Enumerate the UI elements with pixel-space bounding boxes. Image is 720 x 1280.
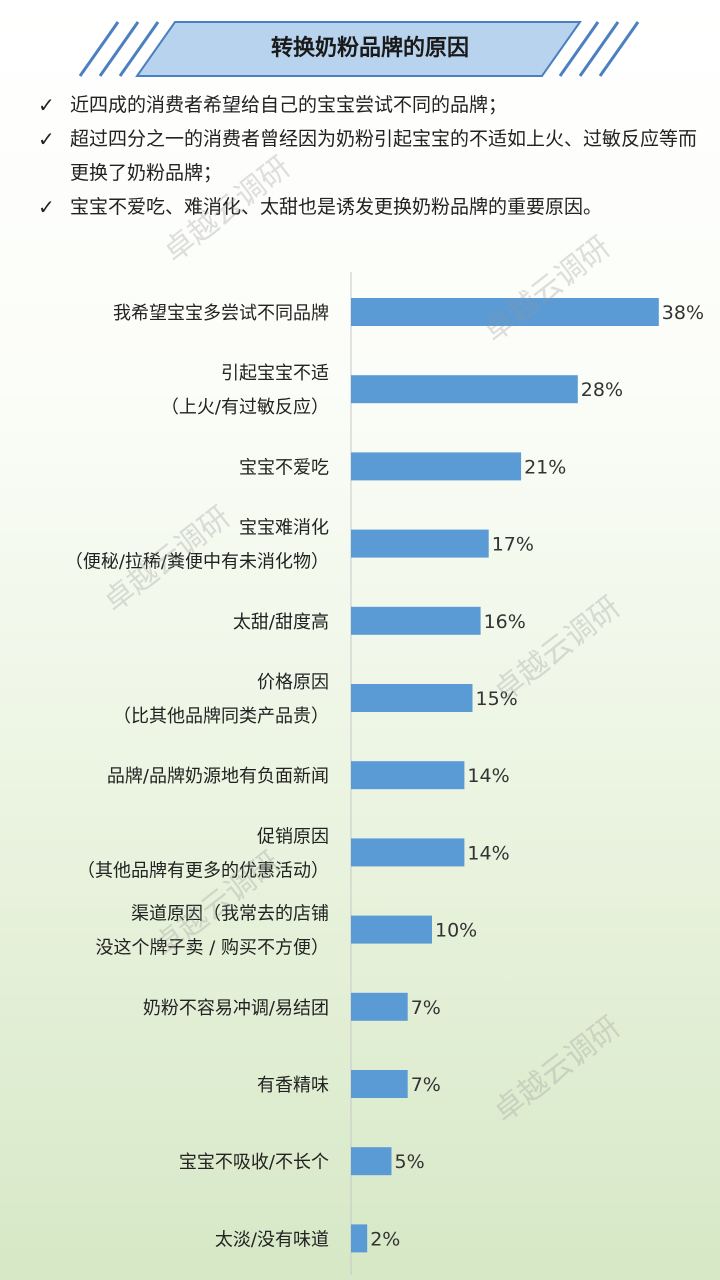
data-label: 5% — [395, 1151, 425, 1173]
bar — [351, 1070, 408, 1098]
summary-text: 近四成的消费者希望给自己的宝宝尝试不同的品牌； — [70, 94, 508, 116]
bar — [351, 761, 465, 790]
category-label: 宝宝难消化 — [239, 518, 329, 539]
bar — [351, 452, 522, 481]
banner-graphic — [78, 21, 640, 77]
category-label: 品牌/品牌奶源地有负面新闻 — [107, 766, 329, 787]
bar — [351, 1224, 368, 1253]
bar — [351, 992, 408, 1021]
category-label: 价格原因 — [257, 672, 329, 693]
category-label: 引起宝宝不适 — [221, 363, 329, 384]
data-label: 10% — [435, 920, 477, 942]
summary-text: 超过四分之一的消费者曾经因为奶粉引起宝宝的不适如上火、过敏反应等而更换了奶粉品牌… — [70, 128, 698, 184]
data-label: 17% — [492, 534, 534, 556]
data-label: 7% — [411, 1074, 441, 1096]
bar — [351, 606, 481, 635]
data-label: 28% — [581, 379, 623, 401]
summary-list: ✓ 近四成的消费者希望给自己的宝宝尝试不同的品牌； ✓ 超过四分之一的消费者曾经因为… — [38, 88, 698, 224]
summary-item: ✓ 超过四分之一的消费者曾经因为奶粉引起宝宝的不适如上火、过敏反应等而更换了奶粉品… — [38, 122, 698, 190]
category-label: 渠道原因（我常去的店铺 — [131, 904, 329, 925]
data-label: 14% — [467, 765, 509, 787]
data-label: 16% — [484, 611, 526, 633]
checkmark-icon: ✓ — [38, 127, 55, 151]
category-label: 奶粉不容易冲调/易结团 — [143, 998, 329, 1019]
category-label: 促销原因 — [257, 826, 329, 847]
checkmark-icon: ✓ — [38, 93, 55, 117]
data-label: 14% — [467, 842, 509, 864]
bar — [351, 684, 473, 712]
summary-text: 宝宝不爱吃、难消化、太甜也是诱发更换奶粉品牌的重要原因。 — [70, 196, 603, 218]
category-label: （比其他品牌同类产品贵） — [113, 706, 329, 727]
data-label: 2% — [370, 1228, 400, 1250]
bar — [351, 375, 578, 404]
category-label: 没这个牌子卖 / 购买不方便） — [95, 938, 329, 959]
page-title: 转换奶粉品牌的原因 — [270, 36, 469, 61]
data-label: 7% — [411, 997, 441, 1019]
category-label: 太甜/甜度高 — [233, 612, 329, 633]
category-label: 有香精味 — [257, 1075, 329, 1096]
data-label: 15% — [476, 688, 518, 710]
title-banner: 转换奶粉品牌的原因 — [70, 20, 650, 78]
summary-item: ✓ 宝宝不爱吃、难消化、太甜也是诱发更换奶粉品牌的重要原因。 — [38, 190, 698, 224]
category-label: （其他品牌有更多的优惠活动） — [77, 860, 329, 881]
category-label: 宝宝不爱吃 — [239, 457, 329, 478]
summary-item: ✓ 近四成的消费者希望给自己的宝宝尝试不同的品牌； — [38, 88, 698, 122]
bar — [351, 915, 432, 944]
bar — [351, 298, 659, 326]
bar — [351, 838, 465, 867]
category-label: （上火/有过敏反应） — [161, 397, 329, 418]
data-label: 38% — [662, 302, 704, 324]
data-label: 21% — [524, 456, 566, 478]
category-label: 太淡/没有味道 — [215, 1229, 329, 1250]
category-label: 我希望宝宝多尝试不同品牌 — [113, 303, 329, 324]
bar — [351, 529, 489, 558]
bar — [351, 1147, 392, 1176]
checkmark-icon: ✓ — [38, 195, 55, 219]
category-label: （便秘/拉稀/粪便中有未消化物） — [65, 552, 329, 573]
category-label: 宝宝不吸收/不长个 — [179, 1152, 329, 1173]
